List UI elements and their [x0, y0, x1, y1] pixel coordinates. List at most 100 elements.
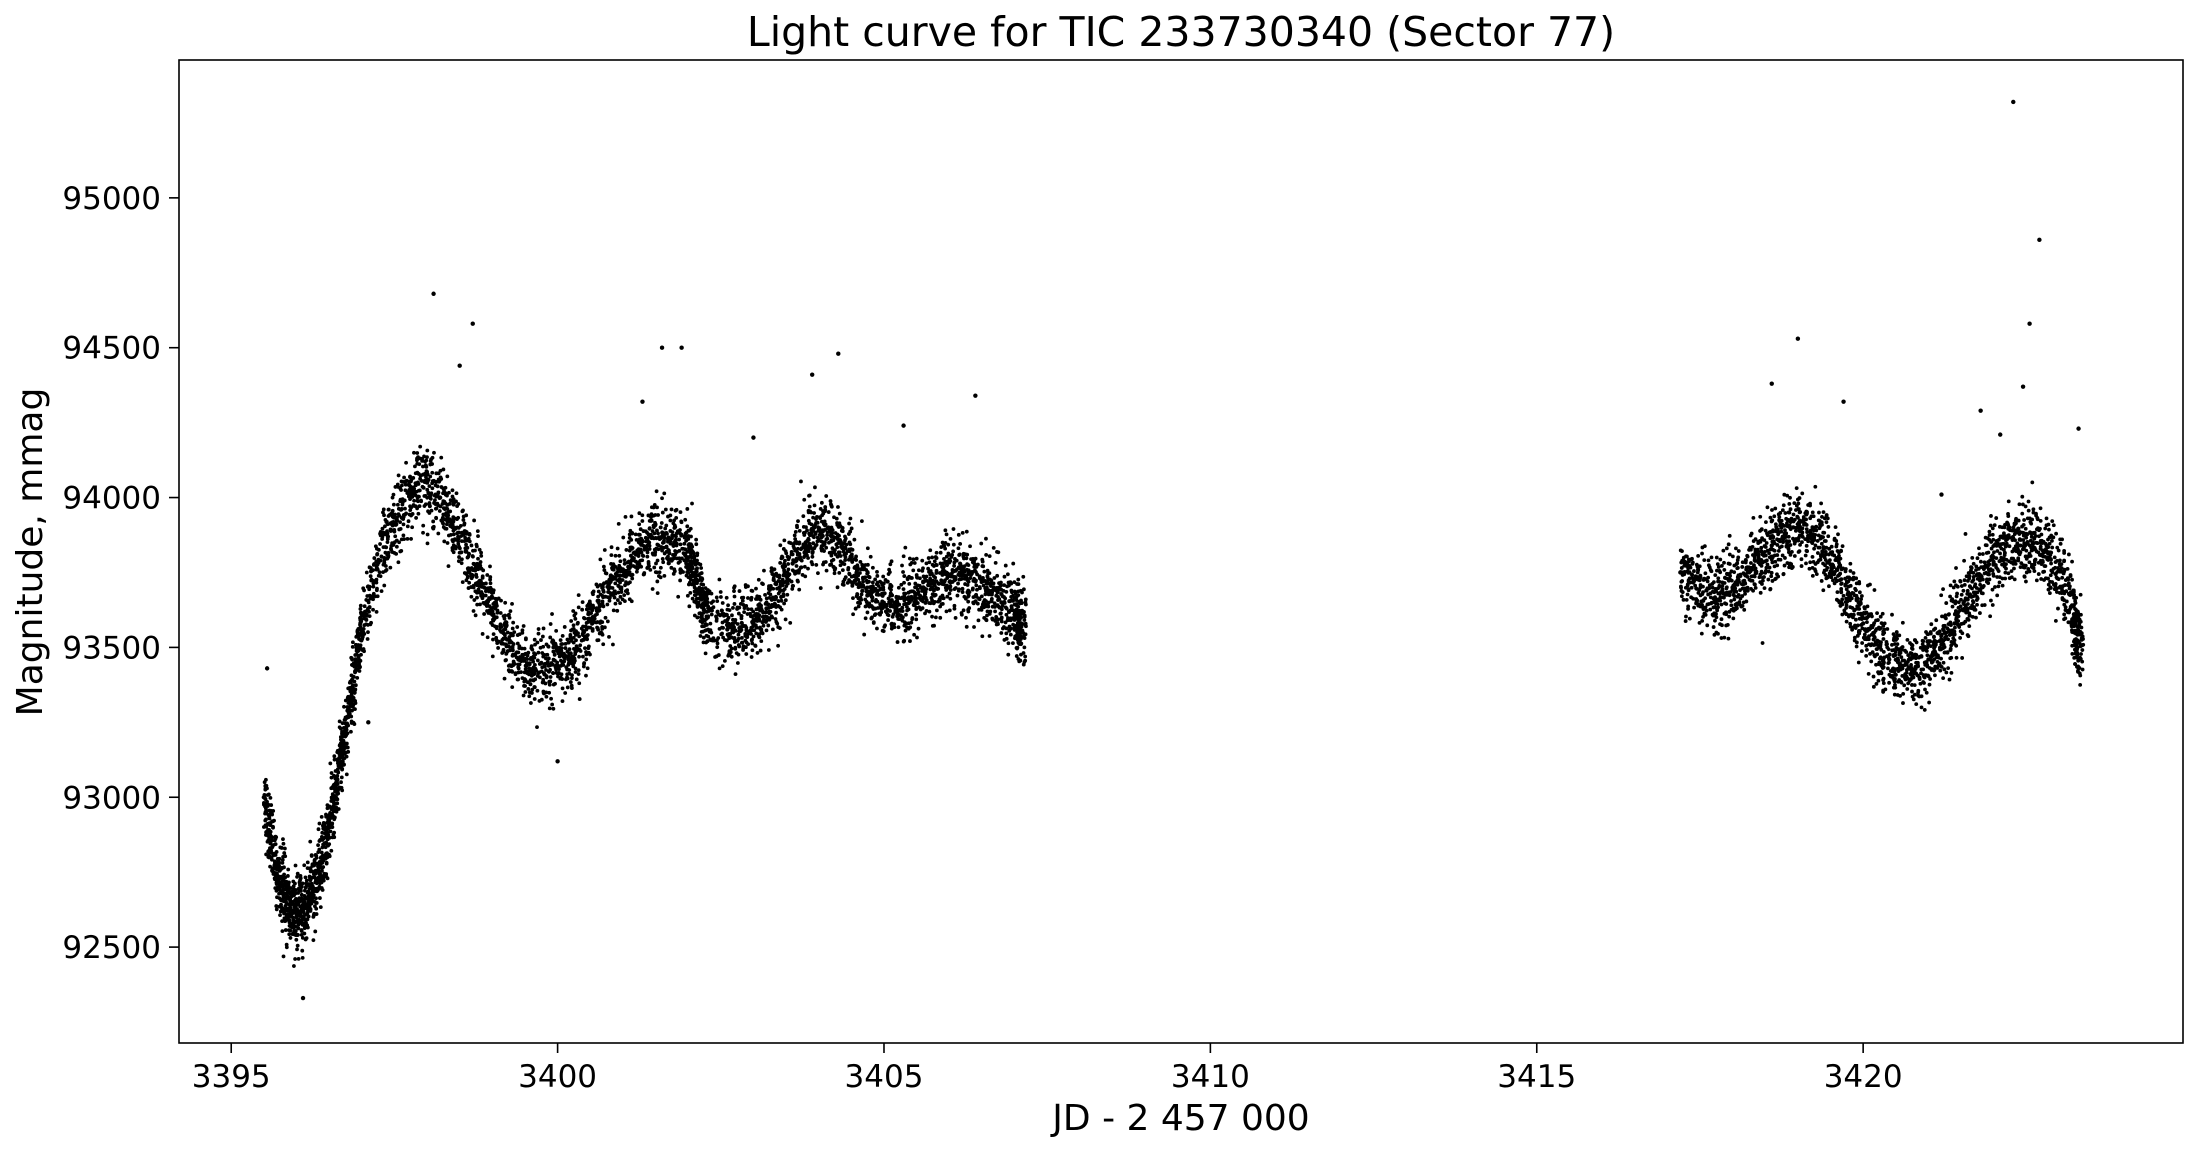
data-point — [763, 610, 768, 615]
data-point — [783, 598, 788, 603]
data-point — [479, 550, 483, 555]
data-point — [653, 552, 657, 557]
data-point — [434, 506, 439, 511]
data-point — [732, 594, 737, 599]
data-point — [453, 537, 458, 542]
data-point — [683, 517, 688, 522]
data-point — [975, 601, 980, 606]
data-point — [931, 574, 936, 579]
data-point — [668, 518, 673, 523]
data-point — [1684, 554, 1688, 559]
data-point — [522, 646, 527, 651]
data-point — [543, 656, 548, 661]
data-point — [269, 803, 274, 807]
data-point — [559, 646, 564, 650]
data-point — [814, 542, 819, 547]
data-point — [442, 539, 447, 544]
data-point — [944, 532, 949, 537]
data-point — [488, 564, 492, 569]
data-point — [596, 627, 601, 632]
data-point — [771, 586, 776, 591]
data-point — [320, 853, 325, 858]
data-point — [599, 630, 603, 635]
data-point — [361, 586, 366, 591]
data-point — [350, 683, 355, 688]
data-point — [262, 802, 266, 807]
data-point — [1020, 628, 1025, 633]
data-point — [529, 644, 534, 649]
data-point — [699, 629, 704, 634]
data-point — [503, 613, 508, 618]
data-point — [360, 629, 365, 634]
data-point — [1682, 563, 1687, 568]
data-point — [900, 609, 905, 613]
data-point — [472, 518, 477, 523]
data-point — [825, 536, 830, 541]
data-point — [409, 537, 413, 541]
data-point — [441, 467, 446, 472]
data-point — [825, 533, 830, 538]
data-point — [737, 605, 742, 610]
data-point — [474, 572, 479, 577]
data-point — [896, 617, 901, 621]
data-point — [827, 540, 831, 545]
data-point — [852, 537, 857, 542]
data-point — [725, 632, 730, 637]
data-point — [388, 529, 393, 533]
data-point — [757, 604, 762, 609]
data-point — [342, 762, 346, 767]
data-point — [517, 662, 522, 667]
data-point — [537, 670, 542, 675]
data-point — [858, 595, 863, 600]
data-point — [391, 492, 396, 497]
data-point — [418, 444, 423, 449]
data-point — [658, 575, 663, 580]
data-point — [839, 539, 843, 544]
data-point — [395, 482, 400, 487]
data-point — [621, 568, 625, 573]
data-point — [539, 697, 544, 702]
data-point — [848, 529, 853, 534]
data-point — [786, 562, 791, 566]
data-point — [619, 587, 624, 592]
data-point — [620, 578, 625, 582]
data-point — [569, 619, 574, 623]
data-point — [882, 602, 887, 607]
data-point — [795, 523, 799, 528]
data-point — [744, 652, 749, 656]
data-point — [374, 577, 379, 582]
data-point — [337, 785, 342, 790]
data-point — [1686, 588, 1691, 593]
data-point — [565, 685, 570, 690]
data-point — [999, 607, 1004, 612]
data-point — [880, 628, 885, 633]
data-point — [617, 573, 622, 578]
data-point — [285, 917, 290, 922]
data-point — [681, 546, 686, 551]
data-point — [900, 615, 905, 620]
data-point — [811, 541, 816, 546]
data-point — [603, 571, 608, 576]
data-point — [753, 643, 758, 648]
data-point — [652, 565, 657, 570]
data-point — [966, 568, 971, 573]
data-point — [974, 583, 979, 588]
data-point — [456, 534, 460, 539]
data-point — [517, 644, 522, 649]
data-point — [419, 499, 424, 504]
data-point — [778, 588, 783, 593]
data-point — [914, 612, 919, 617]
data-point — [622, 599, 627, 603]
data-point — [896, 625, 901, 630]
data-point — [686, 571, 691, 575]
data-point — [831, 538, 836, 543]
data-point — [632, 556, 636, 561]
data-point — [1017, 659, 1022, 664]
data-point — [296, 926, 301, 931]
data-point — [544, 642, 549, 647]
data-point — [551, 657, 556, 662]
data-point — [700, 586, 705, 591]
data-point — [1015, 634, 1020, 639]
data-point — [630, 576, 635, 581]
data-point — [1021, 574, 1026, 579]
